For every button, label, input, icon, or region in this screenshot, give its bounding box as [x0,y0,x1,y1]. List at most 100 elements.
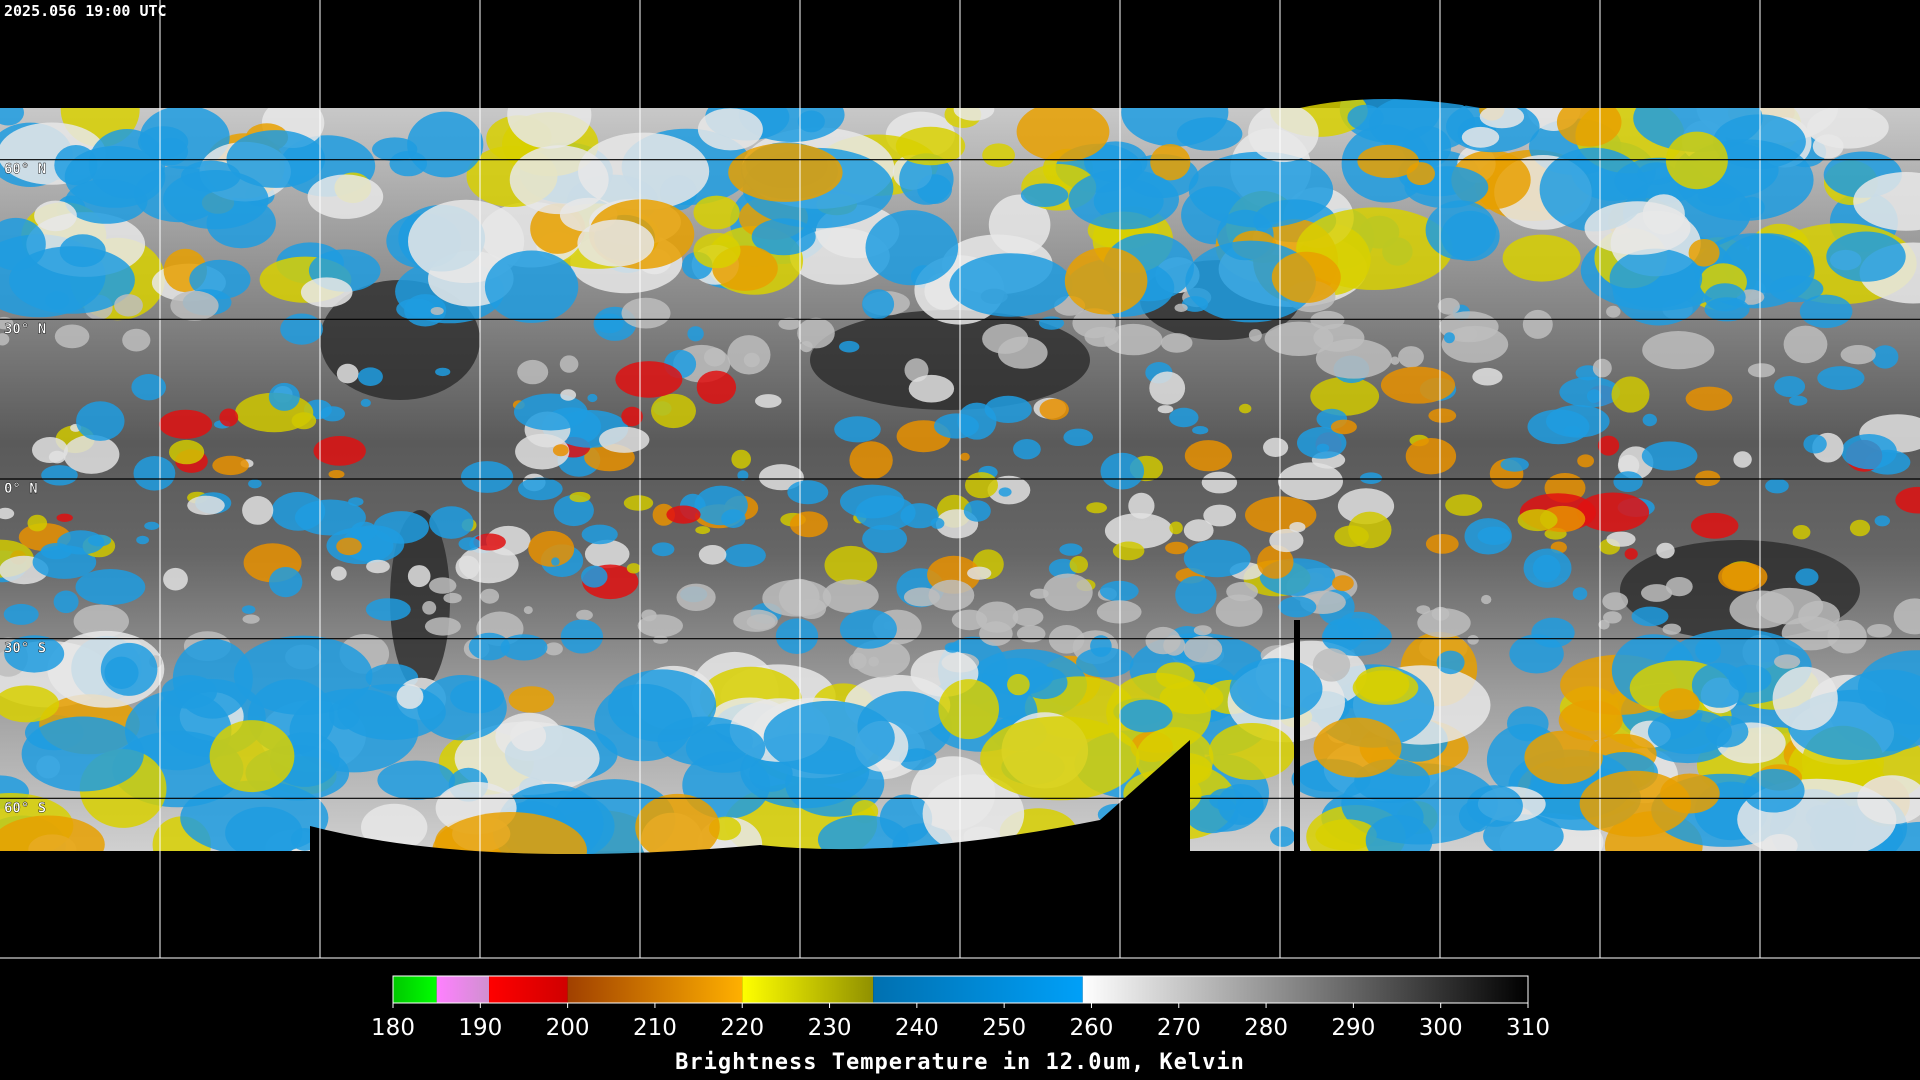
cloud [1507,706,1549,742]
cloud [1310,376,1380,416]
cloud [1609,248,1703,308]
colorbar-tick-label: 240 [895,1015,939,1041]
cloud [21,716,144,792]
cloud [687,326,704,342]
cloud [508,686,555,713]
cloud [584,539,630,569]
cloud [965,472,998,499]
cloud [27,514,48,532]
cloud [330,566,347,581]
cloud [1853,172,1920,231]
cloud [241,605,256,614]
cloud [615,361,683,398]
cloud [417,675,507,741]
cloud [839,340,860,353]
cloud [787,480,829,505]
cloud [1357,144,1419,178]
cloud [1602,592,1629,611]
cloud [1613,471,1643,492]
cloud [468,632,510,661]
cloud [1807,105,1889,149]
cloud [32,437,68,463]
cloud [1522,309,1553,339]
cloud [693,195,740,230]
colorbar-band [1082,976,1528,1003]
cloud [1718,562,1768,592]
cloud [998,487,1012,497]
cloud [163,170,269,230]
cloud [424,617,461,636]
clear-sky [390,510,450,690]
cloud [1359,472,1383,485]
colorbar-title: Brightness Temperature in 12.0um, Kelvin [675,1050,1245,1075]
cloud [1765,478,1789,494]
cloud [623,495,654,511]
cloud [560,389,577,401]
cloud [76,401,125,441]
colorbar-frame [392,975,1529,1004]
lat-label: 60° S [4,800,46,816]
cloud [852,639,910,678]
cloud [365,598,411,621]
cloud [1576,492,1650,532]
cloud [0,507,15,520]
cloud [1215,594,1263,627]
cloud [1704,297,1750,322]
cloud [1665,131,1728,190]
cloud [226,130,326,188]
cloud [1145,626,1181,655]
cloud [528,530,575,567]
cloud [587,393,598,403]
cloud [1096,600,1142,624]
cloud [1239,403,1252,414]
cloud [578,132,710,210]
cloud [320,406,345,422]
cloud [484,250,579,323]
cloud [1532,554,1561,583]
cloud [435,367,451,377]
cloud [1443,332,1455,344]
colorbar-tick-label: 230 [808,1015,852,1041]
cloud [1461,126,1500,148]
cloud [979,621,1013,646]
cloud [544,642,563,656]
cloud [1104,513,1174,549]
cloud [455,555,480,580]
cloud [100,642,158,696]
cloud [1437,297,1460,315]
cloud [1445,494,1483,516]
cloud [1352,670,1419,705]
colorbar-tick-label: 180 [371,1015,415,1041]
cloud [1264,321,1334,356]
cloud [1611,376,1650,413]
cloud [1192,426,1209,435]
cloud [552,444,569,457]
cloud [1270,826,1295,847]
lat-label: 30° N [4,321,46,337]
cloud [360,398,371,407]
cloud [1157,405,1174,414]
cloud [219,408,239,427]
cloud [944,642,961,653]
cloud [430,307,444,315]
cloud [1556,97,1622,147]
cloud [1867,624,1892,638]
cloud [170,290,219,321]
cloud [4,635,65,673]
cloud [727,335,771,375]
colorbar-band [567,976,743,1003]
cloud [0,333,10,346]
cloud [1013,439,1041,460]
cloud [500,634,548,661]
cloud [637,614,683,638]
cloud [1606,305,1621,318]
cloud [1332,575,1354,592]
cloud [822,579,879,613]
cloud [635,793,720,861]
cloud [1315,338,1392,379]
cloud [429,577,457,594]
cloud [560,619,604,654]
cloud [652,503,675,526]
colorbar-tick-label: 310 [1506,1015,1550,1041]
